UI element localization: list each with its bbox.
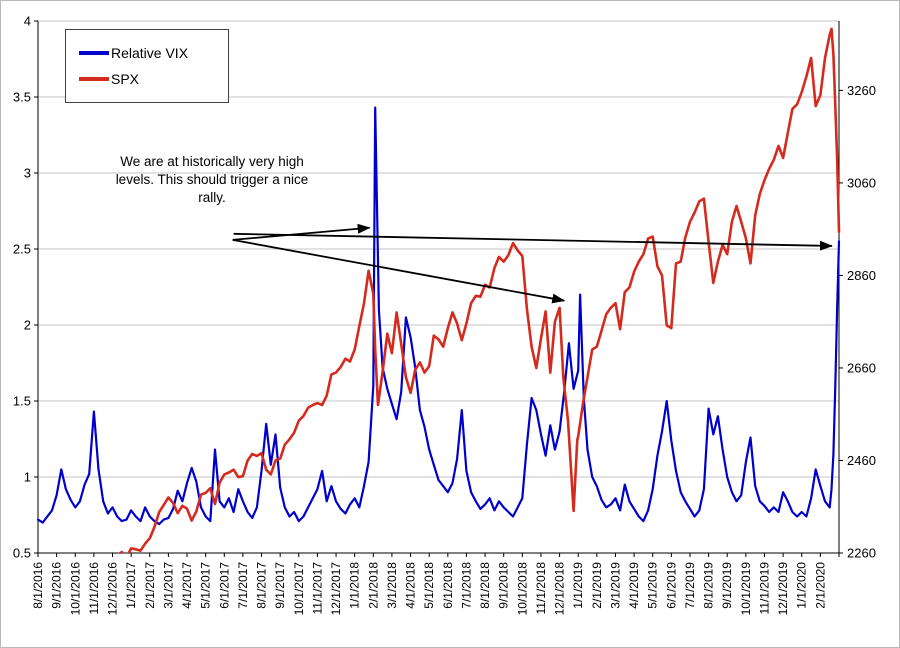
svg-text:10/1/2018: 10/1/2018 [515, 562, 529, 616]
svg-text:5/1/2019: 5/1/2019 [646, 562, 660, 609]
svg-text:1.5: 1.5 [13, 394, 31, 409]
annotation-line-3: rally. [198, 189, 226, 205]
svg-text:2860: 2860 [847, 268, 876, 283]
svg-text:8/1/2016: 8/1/2016 [31, 562, 45, 609]
svg-text:12/1/2018: 12/1/2018 [553, 562, 567, 616]
svg-text:8/1/2019: 8/1/2019 [702, 562, 716, 609]
legend-label-spx: SPX [111, 71, 140, 88]
svg-text:1/1/2018: 1/1/2018 [348, 562, 362, 609]
legend-item-spx: SPX [79, 71, 224, 87]
svg-text:12/1/2017: 12/1/2017 [329, 562, 343, 616]
svg-text:2660: 2660 [847, 360, 876, 375]
svg-text:4/1/2018: 4/1/2018 [404, 562, 418, 609]
annotation-line-1: We are at historically very high [120, 154, 304, 169]
relative-vix-line-icon [79, 50, 109, 55]
svg-text:3/1/2018: 3/1/2018 [385, 562, 399, 609]
svg-text:3260: 3260 [847, 83, 876, 98]
svg-text:2260: 2260 [847, 546, 876, 561]
svg-text:2: 2 [24, 318, 31, 333]
svg-text:9/1/2017: 9/1/2017 [273, 562, 287, 609]
svg-text:2460: 2460 [847, 453, 876, 468]
svg-text:6/1/2019: 6/1/2019 [664, 562, 678, 609]
svg-text:3060: 3060 [847, 175, 876, 190]
svg-text:12/1/2016: 12/1/2016 [106, 562, 120, 616]
svg-text:1/1/2017: 1/1/2017 [124, 562, 138, 609]
svg-text:6/1/2018: 6/1/2018 [441, 562, 455, 609]
svg-text:7/1/2017: 7/1/2017 [236, 562, 250, 609]
svg-text:3.5: 3.5 [13, 90, 31, 105]
svg-text:2/1/2018: 2/1/2018 [366, 562, 380, 609]
svg-text:7/1/2018: 7/1/2018 [459, 562, 473, 609]
svg-text:4/1/2019: 4/1/2019 [627, 562, 641, 609]
svg-text:3/1/2017: 3/1/2017 [161, 562, 175, 609]
svg-text:1: 1 [24, 470, 31, 485]
annotation-text: We are at historically very high levels.… [99, 153, 325, 207]
legend-label-relative-vix: Relative VIX [111, 44, 189, 61]
svg-text:6/1/2017: 6/1/2017 [217, 562, 231, 609]
svg-text:2/1/2020: 2/1/2020 [813, 562, 827, 609]
svg-text:10/1/2016: 10/1/2016 [68, 562, 82, 616]
svg-text:11/1/2016: 11/1/2016 [87, 562, 101, 615]
svg-text:5/1/2017: 5/1/2017 [199, 562, 213, 609]
svg-text:7/1/2019: 7/1/2019 [683, 562, 697, 609]
svg-text:12/1/2019: 12/1/2019 [776, 562, 790, 616]
svg-text:2.5: 2.5 [13, 242, 31, 257]
svg-text:11/1/2019: 11/1/2019 [757, 562, 771, 615]
svg-text:3: 3 [24, 166, 31, 181]
legend: Relative VIX SPX [65, 29, 229, 103]
svg-text:4/1/2017: 4/1/2017 [180, 562, 194, 609]
svg-text:0.5: 0.5 [13, 546, 31, 561]
svg-text:9/1/2018: 9/1/2018 [497, 562, 511, 609]
svg-text:9/1/2016: 9/1/2016 [50, 562, 64, 609]
svg-text:8/1/2017: 8/1/2017 [255, 562, 269, 609]
svg-text:8/1/2018: 8/1/2018 [478, 562, 492, 609]
svg-text:11/1/2017: 11/1/2017 [310, 562, 324, 615]
svg-text:9/1/2019: 9/1/2019 [720, 562, 734, 609]
svg-text:1/1/2019: 1/1/2019 [571, 562, 585, 609]
svg-text:5/1/2018: 5/1/2018 [422, 562, 436, 609]
svg-text:3/1/2019: 3/1/2019 [608, 562, 622, 609]
svg-text:2/1/2017: 2/1/2017 [143, 562, 157, 609]
svg-text:1/1/2020: 1/1/2020 [795, 562, 809, 609]
annotation-line-2: levels. This should trigger a nice [115, 171, 309, 187]
svg-text:10/1/2019: 10/1/2019 [739, 562, 753, 616]
spx-line-icon [79, 77, 109, 82]
svg-text:2/1/2019: 2/1/2019 [590, 562, 604, 609]
legend-item-relative-vix: Relative VIX [79, 45, 224, 61]
svg-text:4: 4 [24, 14, 31, 29]
svg-text:10/1/2017: 10/1/2017 [292, 562, 306, 616]
svg-text:11/1/2018: 11/1/2018 [534, 562, 548, 615]
